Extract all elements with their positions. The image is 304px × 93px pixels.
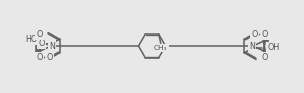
Text: O: O [261, 53, 268, 62]
Text: O: O [39, 39, 45, 48]
Text: CH₃: CH₃ [154, 45, 168, 51]
Text: O: O [251, 30, 257, 39]
Text: N: N [49, 41, 55, 50]
Text: HO: HO [26, 35, 38, 44]
Text: O: O [47, 53, 53, 62]
Text: O: O [261, 30, 268, 39]
Text: O: O [36, 30, 43, 39]
Text: O: O [36, 53, 43, 62]
Text: N: N [249, 41, 255, 50]
Text: OH: OH [267, 43, 280, 52]
